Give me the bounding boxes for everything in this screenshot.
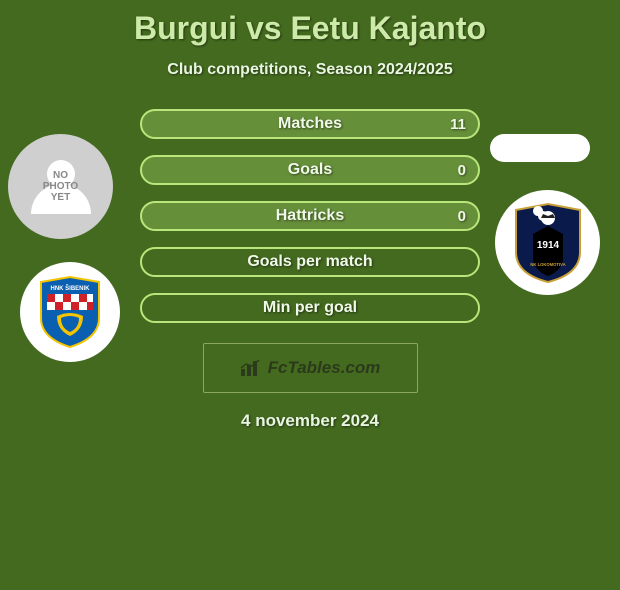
stat-row-matches: Matches 11 bbox=[140, 109, 480, 139]
stats-list: Matches 11 Goals 0 Hattricks 0 Goals per… bbox=[140, 109, 480, 323]
stat-label: Min per goal bbox=[263, 299, 357, 317]
stat-row-goals-per-match: Goals per match bbox=[140, 247, 480, 277]
stat-label: Matches bbox=[278, 115, 342, 133]
watermark: FcTables.com bbox=[203, 343, 418, 393]
stat-value: 0 bbox=[458, 162, 466, 179]
sibenik-crest-icon: HNK ŠIBENIK bbox=[39, 276, 101, 348]
comparison-subtitle: Club competitions, Season 2024/2025 bbox=[0, 61, 620, 79]
sibenik-name: HNK ŠIBENIK bbox=[50, 284, 90, 292]
stat-row-hattricks: Hattricks 0 bbox=[140, 201, 480, 231]
no-photo-label: NO PHOTO YET bbox=[43, 170, 78, 203]
bars-icon bbox=[240, 359, 262, 377]
stat-label: Hattricks bbox=[276, 207, 344, 225]
comparison-title: Burgui vs Eetu Kajanto bbox=[0, 10, 620, 47]
stat-value: 0 bbox=[458, 208, 466, 225]
stat-row-min-per-goal: Min per goal bbox=[140, 293, 480, 323]
club-right-badge: 1914 NK LOKOMOTIVA bbox=[495, 190, 600, 295]
lokomotiva-name: NK LOKOMOTIVA bbox=[530, 262, 565, 267]
lokomotiva-year: 1914 bbox=[536, 240, 559, 251]
club-left-badge: HNK ŠIBENIK bbox=[20, 262, 120, 362]
lokomotiva-crest-icon: 1914 NK LOKOMOTIVA bbox=[513, 202, 583, 284]
stat-value: 11 bbox=[450, 116, 466, 133]
watermark-text: FcTables.com bbox=[268, 358, 381, 378]
player-left-avatar: NO PHOTO YET bbox=[8, 134, 113, 239]
comparison-date: 4 november 2024 bbox=[0, 411, 620, 431]
stat-row-goals: Goals 0 bbox=[140, 155, 480, 185]
stat-label: Goals bbox=[288, 161, 332, 179]
player-right-avatar bbox=[490, 134, 590, 162]
stat-label: Goals per match bbox=[247, 253, 372, 271]
